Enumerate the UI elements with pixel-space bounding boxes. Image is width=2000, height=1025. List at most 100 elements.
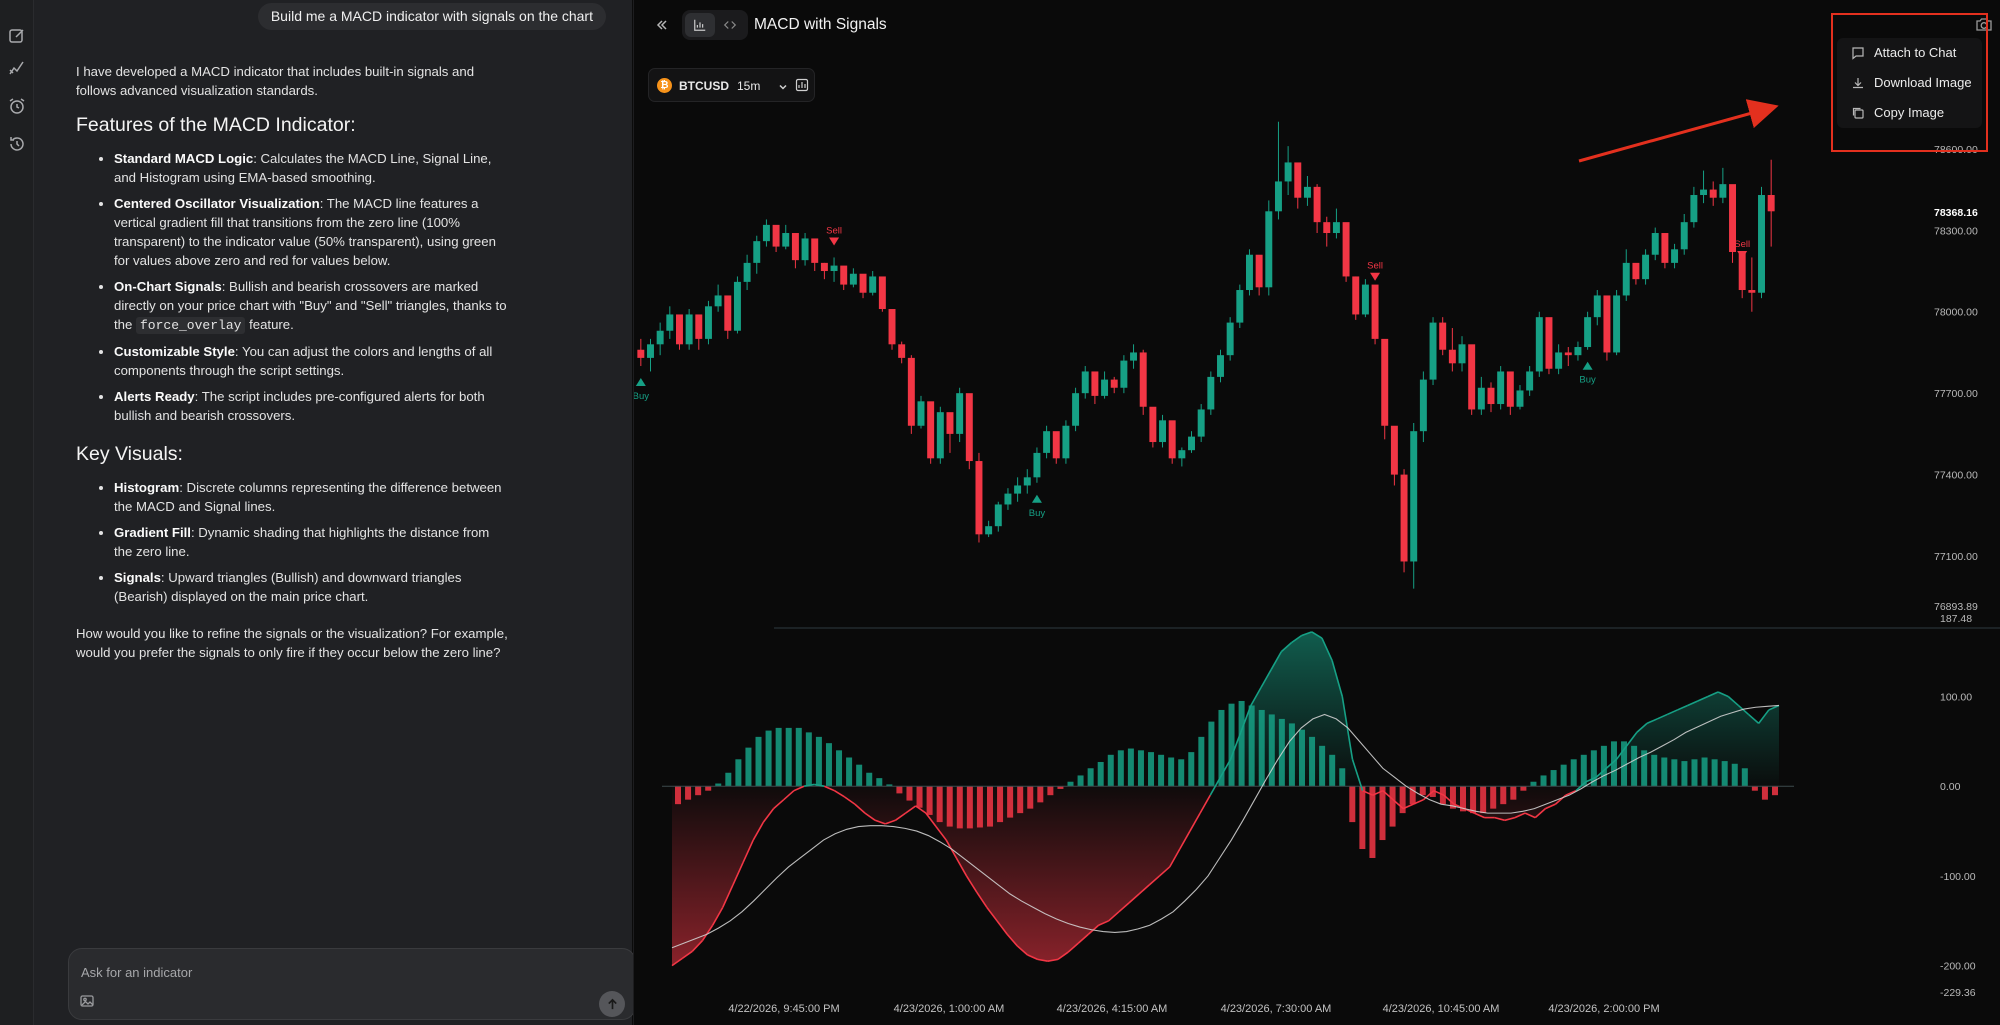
chart-view-tab[interactable] — [685, 13, 715, 37]
candle-body — [811, 238, 819, 263]
candle-body — [1390, 425, 1398, 475]
indicators-icon[interactable] — [795, 78, 809, 92]
alarm-icon[interactable] — [7, 96, 27, 116]
macd-line-segment — [986, 906, 998, 922]
history-icon[interactable] — [7, 134, 27, 154]
macd-line-segment — [874, 819, 886, 825]
image-upload-icon[interactable] — [79, 993, 95, 1009]
histogram-bar — [1298, 729, 1305, 787]
list-item: Histogram: Discrete columns representing… — [114, 478, 508, 516]
histogram-bar — [1419, 786, 1426, 796]
highlight-box — [1831, 13, 1988, 152]
histogram-bar — [725, 772, 732, 787]
collapse-icon[interactable] — [653, 16, 671, 34]
symbol-label[interactable]: BTCUSD — [679, 79, 729, 93]
candle-body — [1526, 371, 1534, 391]
candle-body — [1680, 222, 1688, 250]
chat-input[interactable] — [81, 962, 521, 982]
sell-signal-label: Sell — [1367, 261, 1383, 272]
macd-line-segment — [1250, 687, 1262, 706]
macd-line-segment — [885, 819, 896, 825]
macd-tick-label: 0.00 — [1940, 781, 1961, 793]
macd-line-segment — [1219, 758, 1232, 778]
candle-body — [1477, 387, 1485, 410]
time-axis-label: 4/23/2026, 10:45:00 AM — [1383, 1003, 1500, 1015]
histogram-bar — [1701, 757, 1708, 787]
candle-body — [1400, 474, 1408, 562]
download-image-item[interactable]: Download Image — [1837, 68, 1982, 98]
histogram-bar — [1047, 786, 1054, 796]
macd-line-segment — [711, 906, 724, 926]
price-tick-label: 77700.00 — [1934, 388, 1978, 400]
macd-line-segment — [1239, 705, 1252, 733]
candle-body — [1245, 254, 1253, 291]
candle-body — [1361, 284, 1369, 315]
histogram-bar — [755, 736, 762, 787]
histogram-bar — [1248, 705, 1255, 787]
candle-body — [1719, 184, 1727, 198]
histogram-bar — [1600, 745, 1607, 787]
macd-line-segment — [732, 862, 744, 886]
candle-body — [1458, 344, 1466, 364]
chat-panel: Build me a MACD indicator with signals o… — [34, 0, 636, 1025]
arrow-up-icon — [607, 998, 617, 1009]
histogram-bar — [1178, 759, 1185, 787]
histogram-bar — [1560, 764, 1567, 787]
timeframe-label[interactable]: 15m — [737, 79, 761, 93]
compose-icon[interactable] — [7, 26, 27, 46]
candle-body — [1062, 425, 1070, 459]
histogram-bar — [1037, 786, 1044, 803]
chevron-down-icon[interactable] — [777, 80, 789, 92]
macd-tick-label: 187.48 — [1940, 613, 1972, 625]
macd-line-segment — [1697, 695, 1709, 702]
histogram-bar — [997, 786, 1004, 823]
histogram-bar — [795, 727, 802, 787]
candle-body — [801, 238, 809, 261]
macd-line-segment — [1646, 718, 1658, 725]
chart-line-icon[interactable] — [7, 58, 27, 78]
macd-line-segment — [1666, 709, 1678, 716]
candle-body — [946, 412, 954, 434]
candle-body — [791, 233, 799, 261]
copy-image-item[interactable]: Copy Image — [1837, 98, 1982, 128]
histogram-bar — [1490, 786, 1497, 809]
macd-line-segment — [722, 884, 734, 908]
candle-body — [994, 504, 1002, 527]
macd-line-segment — [1423, 790, 1435, 801]
candle-body — [1748, 290, 1756, 293]
features-list: Standard MACD Logic: Calculates the MACD… — [114, 149, 508, 425]
histogram-bar — [1137, 750, 1144, 787]
candle-body — [1651, 233, 1659, 255]
candle-body — [675, 314, 683, 345]
time-axis-label: 4/23/2026, 2:00:00 PM — [1548, 1003, 1659, 1015]
macd-line-segment — [1565, 789, 1577, 796]
histogram-bar — [805, 732, 812, 787]
download-icon — [1851, 76, 1865, 90]
candle-body — [985, 526, 993, 535]
histogram-bar — [1409, 786, 1416, 805]
price-and-macd-chart[interactable]: 78600.00 78300.00 78000.00 77700.00 77400.00… — [634, 52, 2000, 1025]
send-button[interactable] — [599, 991, 625, 1017]
candle-body — [637, 349, 645, 358]
candle-body — [1168, 420, 1176, 459]
macd-line-segment — [1331, 660, 1344, 697]
candle-body — [1767, 195, 1775, 212]
candle-body — [878, 276, 886, 310]
code-view-tab[interactable] — [715, 13, 745, 37]
candle-body — [1516, 390, 1524, 407]
candle-body — [1564, 352, 1572, 356]
histogram-bar — [1359, 786, 1366, 850]
chart-toolbar: MACD with Signals — [634, 0, 2000, 52]
candle-body — [1197, 409, 1205, 437]
attach-to-chat-item[interactable]: Attach to Chat — [1837, 38, 1982, 68]
code-icon — [723, 21, 737, 29]
macd-line-segment — [854, 803, 866, 814]
histogram-bar — [1258, 709, 1265, 787]
histogram-bar — [1319, 745, 1326, 787]
macd-line-segment — [1229, 732, 1242, 760]
candle-body — [1043, 431, 1051, 453]
candle-body — [647, 344, 654, 358]
candle-body — [1545, 317, 1553, 369]
histogram-bar — [1077, 775, 1084, 787]
candle-body — [1188, 436, 1195, 451]
